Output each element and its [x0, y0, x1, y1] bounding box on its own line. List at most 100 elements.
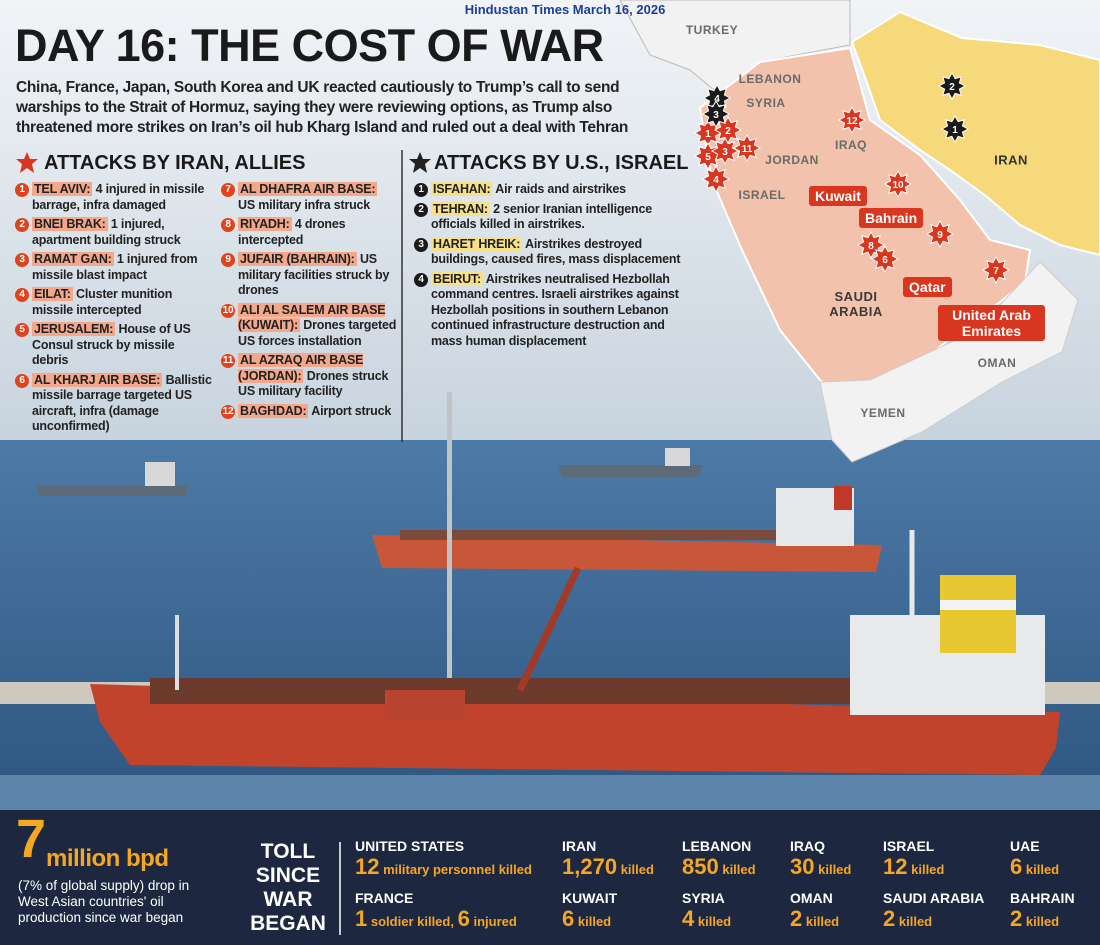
marker-number: 10	[892, 180, 904, 191]
map-label: TURKEY	[685, 23, 739, 37]
item-place: AL DHAFRA AIR BASE:	[238, 182, 378, 196]
map-callout: United Arab Emirates	[938, 305, 1045, 341]
marker-star	[883, 169, 913, 199]
marker-star	[870, 244, 900, 274]
marker-number: 3	[713, 110, 719, 121]
attack-item: 1 ISFAHAN: Air raids and airstrikes	[414, 182, 682, 198]
item-number: 5	[15, 323, 29, 337]
item-body: AL KHARJ AIR BASE: Ballistic missile bar…	[32, 372, 213, 435]
toll-country: OMAN	[790, 890, 833, 906]
toll-figures: 12 killed	[883, 854, 944, 880]
attack-item: 4 EILAT: Cluster munition missile interce…	[15, 287, 213, 318]
item-body: ALI AL SALEM AIR BASE (KUWAIT): Drones t…	[238, 302, 397, 350]
marker-number: 9	[937, 230, 943, 241]
item-number: 10	[221, 303, 235, 318]
toll-number: 4	[682, 906, 695, 931]
attack-item: 8 RIYADH: 4 drones intercepted	[221, 217, 397, 248]
item-number: 8	[221, 218, 235, 232]
toll-text: killed	[1025, 862, 1060, 877]
marker-star	[732, 133, 762, 163]
item-place: ISFAHAN:	[431, 182, 493, 196]
map-marker: 11	[732, 133, 762, 163]
toll-entry: BAHRAIN 2 killed	[1010, 890, 1075, 932]
toll-figures: 6 killed	[1010, 854, 1059, 880]
marker-number: 1	[952, 125, 958, 136]
item-number: 2	[414, 202, 428, 217]
item-text: Ballistic missile barrage targeted US ai…	[32, 372, 212, 434]
toll-heading-line: TOLL	[260, 840, 316, 863]
source: Hindustan Times March 16, 2026	[464, 2, 666, 17]
toll-country: SYRIA	[682, 890, 725, 906]
item-body: AL DHAFRA AIR BASE: US military infra st…	[238, 182, 397, 213]
attack-item: 6 AL KHARJ AIR BASE: Ballistic missile ba…	[15, 372, 213, 435]
item-place: BNEI BRAK:	[32, 217, 108, 231]
marker-number: 11	[742, 144, 753, 155]
map-label: ISRAEL	[738, 188, 786, 202]
toll-text: military personnel killed	[383, 862, 532, 877]
heading-icon	[409, 152, 431, 173]
item-place: BAGHDAD:	[238, 403, 309, 418]
item-place: AL KHARJ AIR BASE:	[32, 372, 163, 387]
item-body: HARET HREIK: Airstrikes destroyed buildi…	[431, 236, 682, 268]
toll-heading-line: SINCE	[255, 864, 321, 887]
item-body: RIYADH: 4 drones intercepted	[238, 217, 397, 248]
toll-figures: 850 killed	[682, 854, 756, 880]
ship-far	[35, 448, 703, 496]
marker-number: 6	[882, 255, 888, 266]
toll-heading-line: WAR	[263, 888, 313, 911]
toll-text: killed	[1025, 914, 1060, 929]
intro: China, France, Japan, South Korea and UK…	[16, 79, 629, 136]
toll-country: IRAN	[562, 838, 597, 854]
toll-number: 2	[1010, 906, 1023, 931]
marker-number: 2	[949, 82, 955, 93]
marker-number: 8	[868, 241, 874, 252]
map-marker: 3	[710, 136, 740, 166]
marker-number: 3	[722, 147, 728, 158]
map-callout: Qatar	[903, 277, 952, 297]
section-heading: ATTACKS BY U.S., ISRAEL	[434, 152, 689, 174]
marker-star	[981, 255, 1011, 285]
attack-item: 2 TEHRAN: 2 senior Iranian intelligence o…	[414, 201, 682, 233]
toll-entry: UNITED STATES 12 military personnel kille…	[355, 838, 532, 880]
toll-text: killed	[577, 914, 612, 929]
attack-item: 7 AL DHAFRA AIR BASE: US military infra s…	[221, 182, 397, 213]
item-text: US military facilities struck by drones	[238, 252, 390, 297]
toll-number: 6	[457, 906, 470, 931]
attack-list: 1 TEL AVIV: 4 injured in missile barrage,…	[15, 182, 213, 439]
toll-text: injured	[473, 914, 517, 929]
toll-text: killed	[898, 914, 933, 929]
map-marker: 3	[701, 99, 731, 129]
map-label: LEBANON	[738, 72, 802, 86]
toll-entry: OMAN 2 killed	[790, 890, 839, 932]
map-label: IRAN	[994, 152, 1028, 168]
attack-item: 11 AL AZRAQ AIR BASE (JORDAN): Drones str…	[221, 353, 397, 400]
marker-star	[701, 99, 731, 129]
item-place: HARET HREIK:	[431, 236, 523, 251]
toll-country: KUWAIT	[562, 890, 618, 906]
toll-number: 1,270	[562, 854, 618, 879]
toll-number: 30	[790, 854, 815, 879]
item-text: 1 injured, apartment building struck	[32, 217, 181, 247]
toll-text: killed	[620, 862, 654, 877]
attack-item: 9 JUFAIR (BAHRAIN): US military facilitie…	[221, 252, 397, 299]
toll-figures: 2 killed	[790, 906, 839, 932]
item-number: 4	[414, 272, 428, 287]
toll-heading: TOLL SINCE WAR BEGAN	[242, 840, 334, 936]
item-body: JERUSALEM: House of US Consul struck by …	[32, 322, 213, 369]
item-number: 3	[15, 253, 29, 267]
toll-figures: 1,270 killed	[562, 854, 654, 880]
reflection	[0, 775, 1100, 815]
ship-middle	[372, 486, 882, 572]
marker-star	[710, 136, 740, 166]
toll-figures: 2 killed	[1010, 906, 1075, 932]
marker-star	[937, 71, 967, 101]
toll-text: killed	[722, 862, 756, 877]
item-text: 4 drones intercepted	[238, 217, 346, 247]
marker-number: 1	[705, 129, 711, 140]
toll-number: 2	[883, 906, 896, 931]
item-text: 1 injured from missile blast impact	[32, 252, 198, 282]
toll-text: killed	[911, 862, 945, 877]
toll-number: 12	[883, 854, 908, 879]
attack-list: 7 AL DHAFRA AIR BASE: US military infra s…	[221, 182, 397, 423]
